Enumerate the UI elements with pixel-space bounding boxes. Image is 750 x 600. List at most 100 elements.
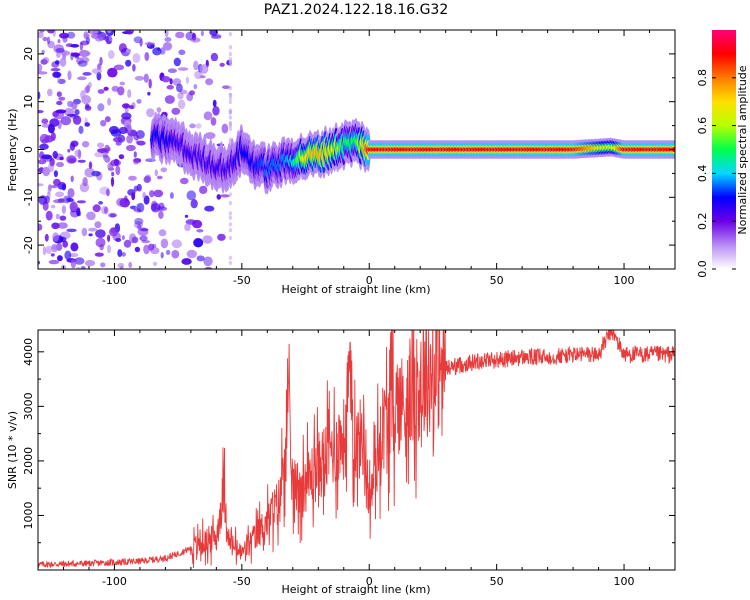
heatmap-noise-cell — [228, 222, 232, 227]
colorbar-tick-label: 0.8 — [696, 69, 709, 87]
heatmap-noise-cell — [88, 227, 98, 232]
heatmap-noise-cell — [117, 262, 125, 269]
heatmap-noise-cell — [148, 78, 152, 89]
heatmap-noise-cell — [80, 56, 90, 64]
heatmap-noise-cell — [169, 78, 173, 85]
heatmap-noise-cell — [100, 120, 107, 127]
heatmap-noise-cell — [122, 103, 130, 109]
heatmap-noise-cell — [189, 123, 196, 129]
heatmap-noise-cell — [55, 191, 65, 198]
heatmap-noise-cell — [69, 253, 79, 258]
heatmap-noise-cell — [160, 238, 169, 249]
colorbar-tick-label: 0.6 — [696, 117, 709, 135]
heatmap-noise-cell — [193, 60, 199, 71]
heatmap-noise-cell — [66, 228, 77, 233]
heatmap-noise-cell — [50, 68, 61, 72]
heatmap-noise-cell — [86, 211, 96, 221]
heatmap-noise-cell — [86, 36, 90, 44]
heatmap-noise-cell — [128, 105, 134, 110]
heatmap-noise-cell — [160, 167, 168, 173]
heatmap-noise-cell — [68, 158, 77, 163]
heatmap-noise-cell — [190, 37, 201, 43]
snr-frame — [37, 329, 676, 571]
heatmap-noise-cell — [66, 31, 76, 39]
heatmap-noise-cell — [216, 194, 222, 200]
heatmap-noise-cell — [228, 92, 232, 98]
heatmap-noise-cell — [151, 200, 158, 210]
heatmap-noise-cell — [118, 154, 125, 160]
figure-title: PAZ1.2024.122.18.16.G32 — [264, 2, 449, 18]
heatmap-noise-cell — [63, 108, 75, 116]
heatmap-noise-cell — [64, 250, 72, 260]
snr-ticks: -100 -50 0 50 100 1000 2000 3000 4000 — [22, 330, 676, 588]
heatmap-noise-cell — [228, 255, 232, 260]
heatmap-noise-cell — [228, 51, 232, 57]
heatmap-noise-cell — [47, 186, 51, 195]
heatmap-noise-cell — [59, 215, 67, 221]
heatmap-noise-cell — [176, 83, 183, 93]
heatmap-noise-cell — [107, 67, 118, 78]
y-tick-label: -10 — [22, 188, 35, 206]
y-tick-label: 3000 — [22, 392, 35, 420]
heatmap-noise-cell — [80, 265, 86, 269]
heatmap-noise-cell — [164, 37, 172, 42]
heatmap-noise-cell — [70, 259, 76, 269]
heatmap-noise-cell — [56, 100, 63, 106]
heatmap-noise-cell — [78, 125, 84, 134]
heatmap-noise-cell — [180, 177, 189, 185]
heatmap-noise-cell — [60, 116, 72, 126]
heatmap-noise-cell — [115, 238, 122, 242]
heatmap-noise-cell — [171, 107, 181, 115]
snr-series-line — [38, 330, 675, 569]
x-tick-label: 100 — [614, 575, 635, 588]
heatmap-noise-cell — [42, 166, 51, 177]
heatmap-noise-cell — [107, 30, 112, 34]
heatmap-noise-cell — [88, 233, 93, 237]
heatmap-noise-cell — [228, 85, 232, 91]
heatmap-noise-cell — [65, 197, 74, 202]
heatmap-noise-cell — [123, 239, 132, 248]
heatmap-noise-cell — [128, 261, 133, 269]
heatmap-noise-cell — [46, 36, 51, 45]
heatmap-noise-cell — [158, 210, 164, 219]
heatmap-noise-cell — [113, 64, 125, 71]
heatmap-noise-cell — [205, 78, 214, 86]
heatmap-noise-cell — [38, 159, 47, 165]
heatmap-noise-cell — [58, 96, 66, 101]
heatmap-noise-cell — [42, 56, 50, 64]
x-tick-label: 0 — [366, 274, 373, 287]
heatmap-noise-cell — [161, 76, 171, 83]
heatmap-noise-cell — [100, 262, 106, 268]
heatmap-noise-cell — [154, 169, 158, 177]
heatmap-noise-cell — [82, 177, 88, 187]
heatmap-noise-cell — [194, 70, 203, 80]
y-tick-label: 10 — [22, 95, 35, 109]
heatmap-noise-cell — [70, 44, 80, 48]
heatmap-noise-cell — [103, 86, 109, 91]
heatmap-noise-cell — [178, 49, 186, 56]
heatmap-noise-cell — [56, 161, 64, 168]
colorbar-label: Normalized spectral amplitude — [736, 65, 749, 234]
heatmap-noise-cell — [52, 232, 60, 242]
heatmap-noise-cell — [59, 236, 67, 243]
heatmap-noise-cell — [212, 106, 220, 116]
heatmap-noise-cell — [62, 50, 67, 61]
heatmap-noise-cell — [50, 204, 56, 209]
heatmap-noise-cell — [166, 85, 174, 90]
heatmap-noise-cell — [171, 239, 182, 249]
heatmap-noise-cell — [38, 71, 48, 75]
heatmap-noise-cell — [44, 233, 49, 242]
heatmap-noise-cell — [152, 261, 158, 266]
heatmap-noise-cell — [133, 221, 143, 229]
heatmap-noise-cell — [177, 99, 186, 110]
heatmap-noise-cell — [107, 244, 111, 254]
heatmap-noise-cell — [228, 110, 232, 115]
heatmap-noise-cell — [77, 60, 88, 67]
heatmap-noise-cell — [125, 48, 132, 54]
heatmap-noise-cell — [132, 53, 141, 63]
heatmap-noise-cell — [57, 222, 68, 229]
heatmap-noise-cell — [82, 141, 90, 148]
heatmap-noise-cell — [139, 38, 143, 47]
